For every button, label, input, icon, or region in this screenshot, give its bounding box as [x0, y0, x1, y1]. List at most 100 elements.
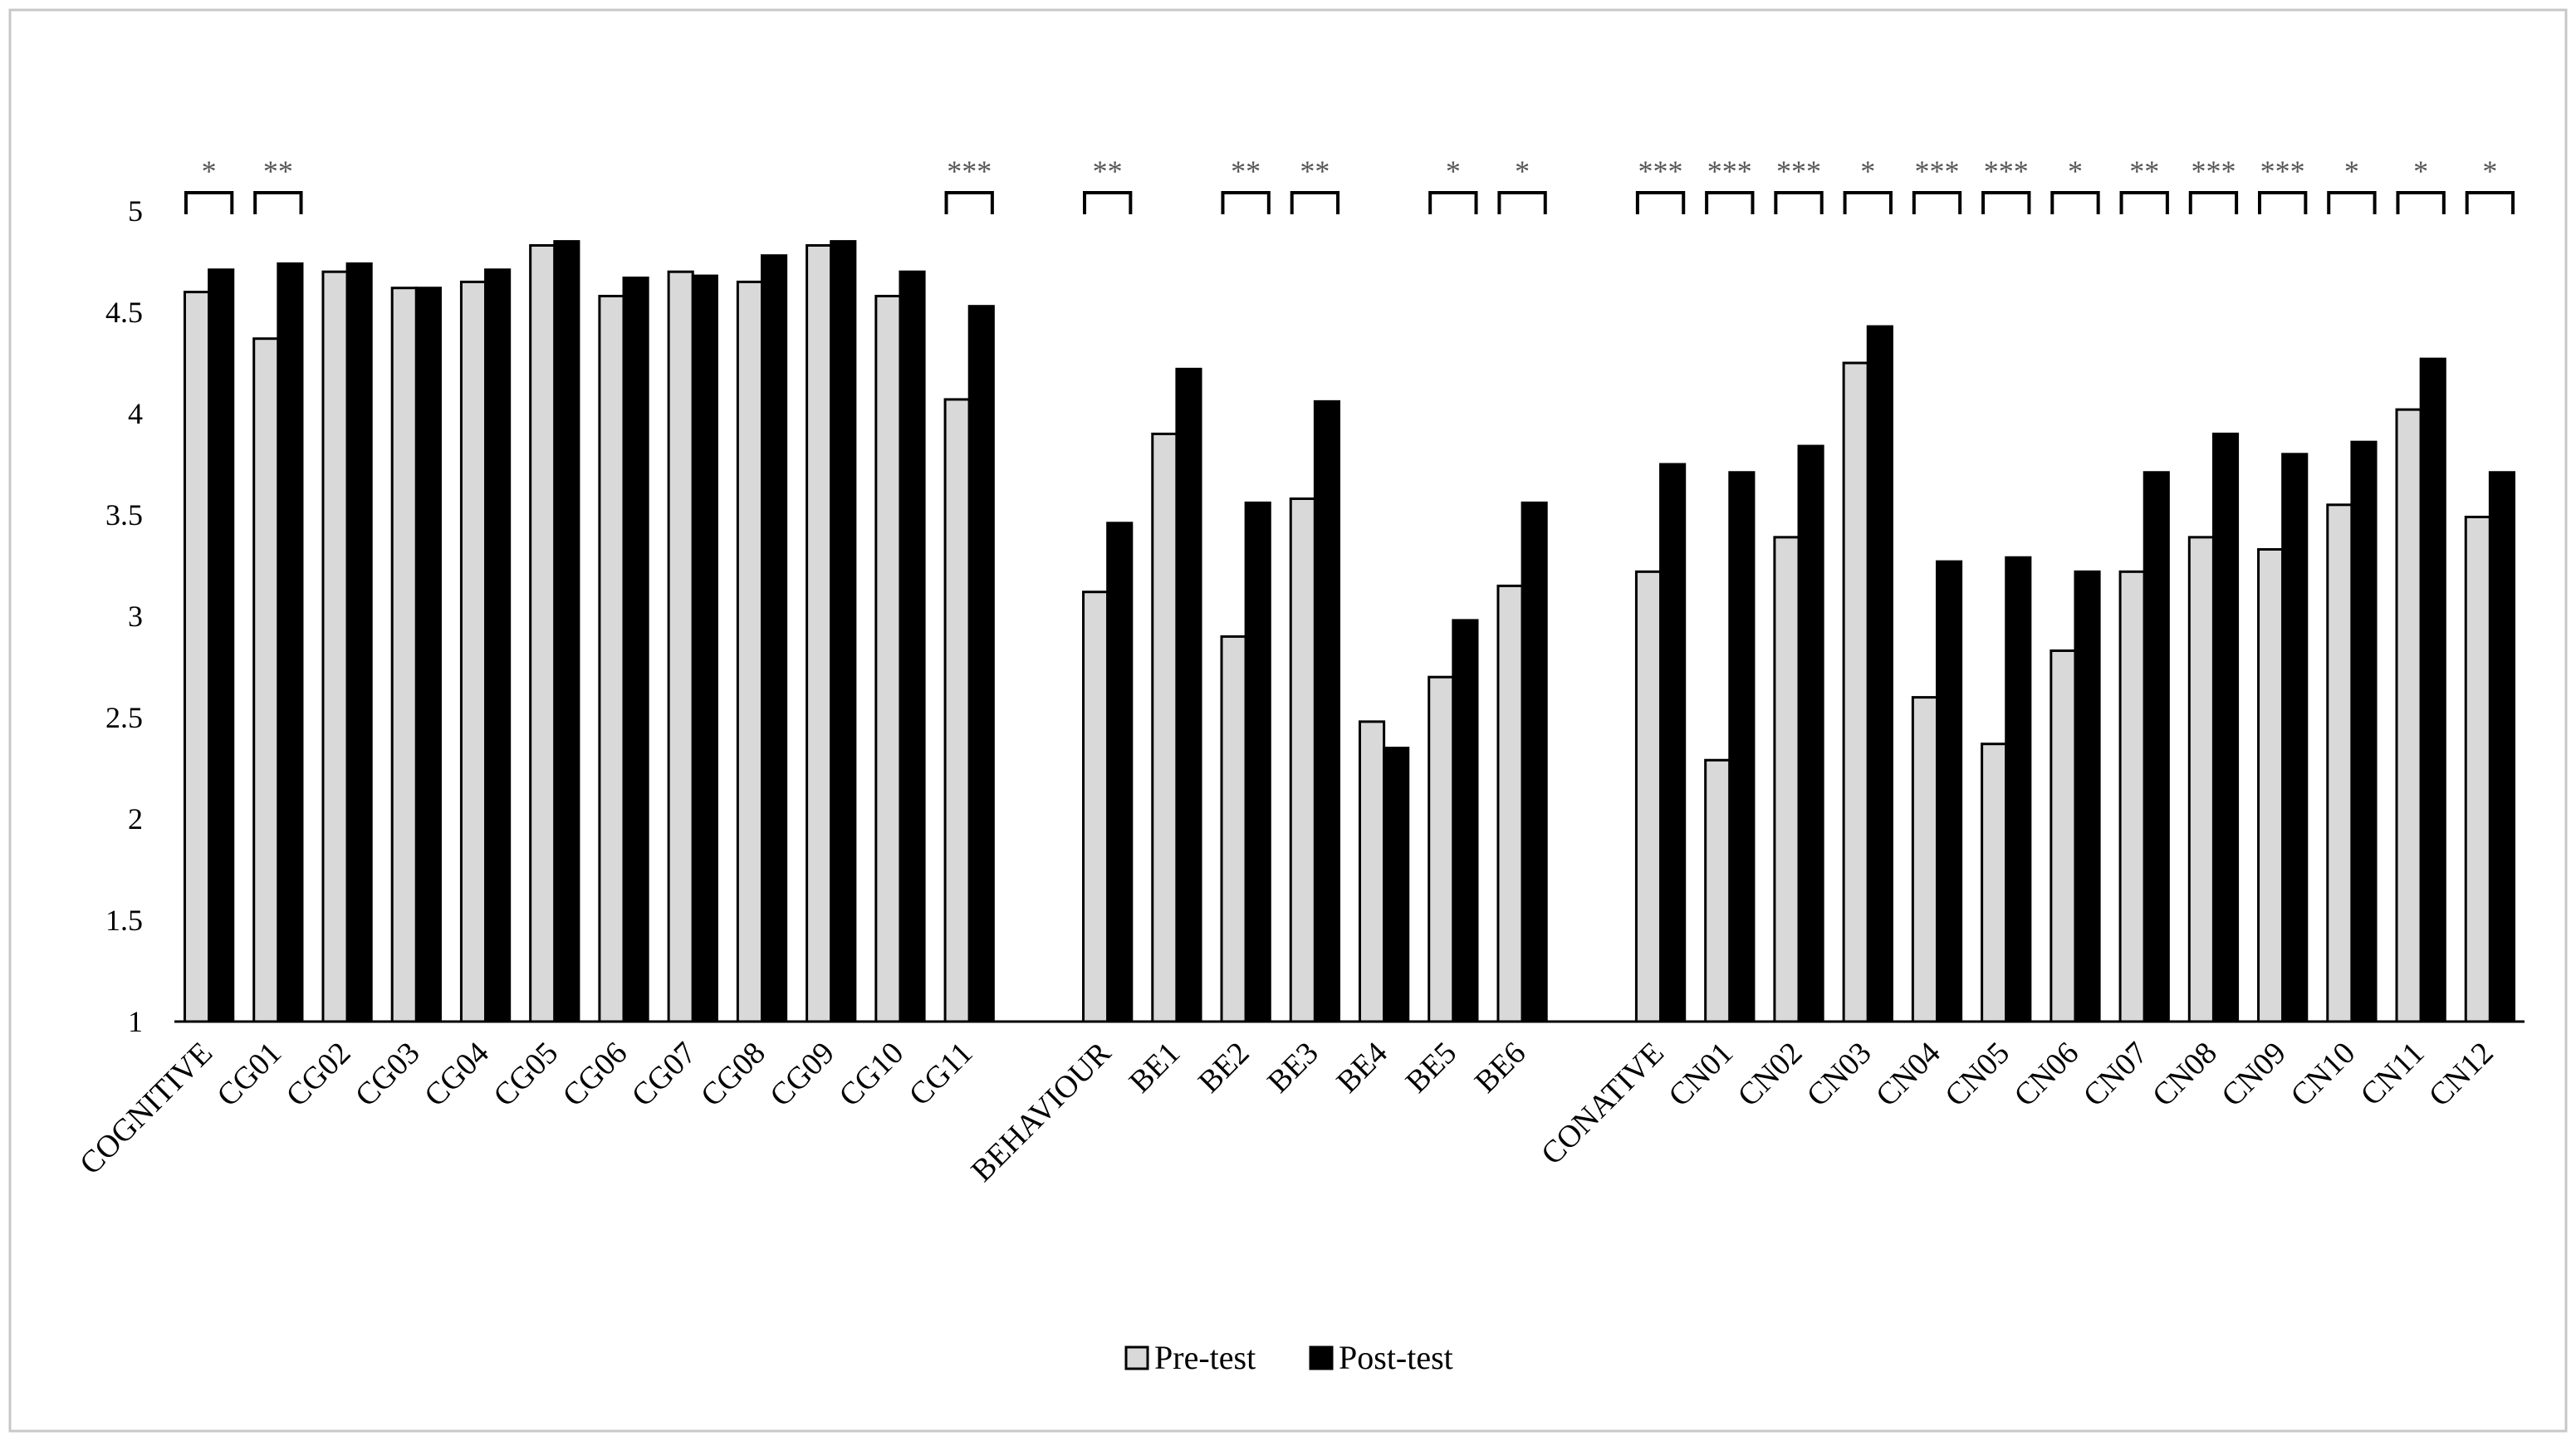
bar-post-test: [553, 240, 580, 1023]
bar-pre-test: [2257, 547, 2285, 1023]
bar-post-test: [1728, 471, 1756, 1023]
bar-pre-test: [1151, 432, 1178, 1023]
significance-label: ***: [1915, 154, 1960, 188]
significance-bracket: [944, 191, 994, 214]
significance-label: **: [263, 154, 293, 188]
legend-swatch-post-test: [1309, 1345, 1334, 1370]
bar-pre-test: [736, 280, 764, 1023]
y-tick-label: 1: [128, 1005, 143, 1038]
bar-pre-test: [1289, 497, 1316, 1023]
significance-label: **: [2129, 154, 2159, 188]
significance-bracket: [1083, 191, 1133, 214]
bar-pre-test: [1842, 361, 1869, 1023]
bar-pre-test: [1773, 536, 1800, 1023]
significance-bracket: [2050, 191, 2100, 214]
bar-pre-test: [2395, 408, 2422, 1023]
bar-post-test: [1383, 747, 1410, 1023]
bar-pre-test: [252, 337, 280, 1023]
bar-post-test: [2488, 471, 2516, 1023]
significance-label: ***: [1776, 154, 1821, 188]
y-tick-label: 1.5: [105, 904, 143, 937]
legend-label-pre-test: Pre-test: [1154, 1339, 1256, 1376]
significance-label: **: [1093, 154, 1123, 188]
bar-pre-test: [529, 243, 556, 1023]
bar-pre-test: [598, 294, 625, 1023]
significance-label: ***: [947, 154, 992, 188]
bar-pre-test: [2050, 649, 2077, 1023]
significance-label: ***: [2260, 154, 2305, 188]
y-tick-label: 2.5: [105, 701, 143, 734]
significance-label: ***: [1638, 154, 1683, 188]
bar-pre-test: [459, 280, 487, 1023]
bar-pre-test: [183, 291, 211, 1023]
bar-pre-test: [806, 243, 833, 1023]
significance-label: ***: [1984, 154, 2029, 188]
bar-post-test: [2005, 556, 2032, 1023]
y-tick-label: 3: [128, 600, 143, 633]
bar-pre-test: [1428, 675, 1455, 1023]
y-tick-label: 4.5: [105, 296, 143, 329]
bar-pre-test: [2118, 570, 2146, 1023]
bar-post-test: [1936, 560, 1963, 1023]
bar-post-test: [1521, 501, 1548, 1023]
bar-post-test: [2350, 440, 2378, 1023]
y-tick-label: 3.5: [105, 498, 143, 532]
bar-pre-test: [2326, 503, 2353, 1023]
legend-label-post-test: Post-test: [1339, 1339, 1453, 1376]
significance-bracket: [2119, 191, 2169, 214]
bar-pre-test: [2187, 536, 2215, 1023]
significance-bracket: [2396, 191, 2446, 214]
significance-label: *: [2344, 154, 2359, 188]
significance-bracket: [1635, 191, 1686, 214]
bar-pre-test: [1704, 758, 1731, 1023]
significance-bracket: [1428, 191, 1478, 214]
bar-post-test: [2074, 570, 2101, 1023]
y-tick-label: 2: [128, 802, 143, 836]
significance-bracket: [1912, 191, 1962, 214]
bar-post-test: [1866, 325, 1893, 1023]
significance-bracket: [2327, 191, 2377, 214]
bar-pre-test: [1082, 591, 1109, 1023]
significance-label: *: [202, 154, 217, 188]
bar-pre-test: [390, 287, 418, 1023]
bar-post-test: [277, 262, 304, 1023]
y-tick-label: 4: [128, 397, 143, 430]
bar-pre-test: [1981, 743, 2008, 1023]
bar-post-test: [1313, 399, 1341, 1023]
significance-label: ***: [2191, 154, 2236, 188]
significance-bracket: [253, 191, 303, 214]
bar-pre-test: [1358, 720, 1386, 1023]
bar-pre-test: [1911, 696, 1939, 1023]
bar-post-test: [208, 268, 235, 1023]
significance-label: *: [2068, 154, 2083, 188]
significance-bracket: [1774, 191, 1824, 214]
significance-bracket: [2188, 191, 2239, 214]
significance-label: *: [1446, 154, 1461, 188]
significance-label: *: [1860, 154, 1875, 188]
bar-post-test: [1797, 444, 1824, 1023]
bar-post-test: [484, 268, 512, 1023]
significance-markers: * ** *** ** ** ** * * *** *** *** * *** *** * ** *** *** *…: [184, 154, 2515, 214]
significance-label: *: [2482, 154, 2497, 188]
bar-pre-test: [1496, 584, 1524, 1023]
bar-post-test: [1659, 463, 1687, 1023]
bar-post-test: [967, 305, 995, 1023]
bar-pre-test: [1634, 570, 1663, 1023]
significance-bracket: [1497, 191, 1547, 214]
significance-bracket: [1221, 191, 1271, 214]
y-axis: 1 1.5 2 2.5 3 3.5 4 4.5 5: [105, 194, 143, 1038]
legend-swatch-pre-test: [1124, 1345, 1149, 1370]
bar-pre-test: [1220, 635, 1247, 1023]
significance-label: *: [1515, 154, 1530, 188]
significance-bracket: [1705, 191, 1755, 214]
y-tick-label: 5: [128, 194, 143, 228]
bar-post-test: [2419, 357, 2446, 1023]
bar-post-test: [345, 262, 373, 1023]
bars: [183, 240, 2516, 1023]
bar-post-test: [2143, 471, 2170, 1023]
bar-post-test: [761, 254, 788, 1023]
bar-post-test: [622, 277, 649, 1023]
significance-label: **: [1231, 154, 1261, 188]
bar-pre-test: [943, 398, 971, 1023]
